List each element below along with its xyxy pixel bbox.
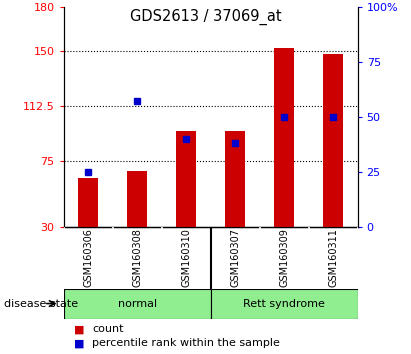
- Bar: [211, 289, 358, 319]
- Text: GSM160308: GSM160308: [132, 228, 142, 287]
- Text: GSM160309: GSM160309: [279, 228, 289, 287]
- Text: GSM160307: GSM160307: [230, 228, 240, 287]
- Bar: [64, 289, 210, 319]
- Bar: [79, 178, 98, 227]
- Text: GDS2613 / 37069_at: GDS2613 / 37069_at: [130, 9, 281, 25]
- Text: GSM160310: GSM160310: [181, 228, 191, 287]
- Text: GSM160306: GSM160306: [83, 228, 93, 287]
- Text: ■: ■: [74, 338, 85, 348]
- Bar: [323, 54, 343, 227]
- Text: percentile rank within the sample: percentile rank within the sample: [92, 338, 280, 348]
- Bar: [176, 131, 196, 227]
- Bar: [225, 131, 245, 227]
- Bar: [127, 171, 147, 227]
- Text: disease state: disease state: [4, 298, 78, 309]
- Text: GSM160311: GSM160311: [328, 228, 338, 287]
- Text: ■: ■: [74, 324, 85, 334]
- Bar: [274, 48, 294, 227]
- Text: Rett syndrome: Rett syndrome: [243, 298, 325, 309]
- Text: normal: normal: [118, 298, 157, 309]
- Text: count: count: [92, 324, 124, 334]
